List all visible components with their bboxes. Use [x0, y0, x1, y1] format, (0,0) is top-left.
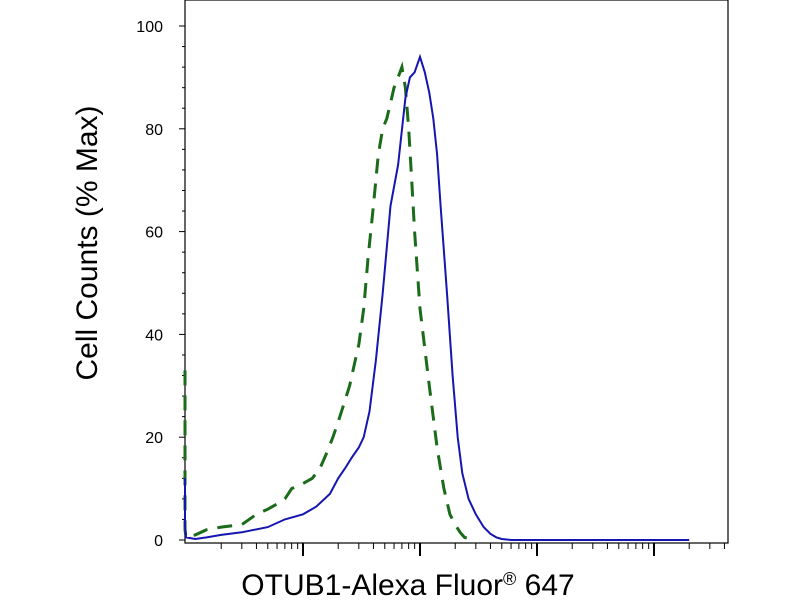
- y-axis-ticks: [179, 25, 185, 541]
- y-axis-tick-labels: 0 20 40 60 80 100: [136, 19, 163, 550]
- y-axis-title: Cell Counts (% Max): [71, 105, 104, 380]
- y-tick-label: 100: [136, 19, 163, 36]
- y-tick-label: 20: [145, 430, 163, 447]
- series-line-solid: [184, 53, 690, 541]
- y-tick-label: 0: [154, 533, 163, 550]
- x-axis-title: OTUB1-Alexa Fluor® 647: [241, 569, 574, 600]
- series-line-dashed: [183, 61, 477, 542]
- y-tick-label: 60: [145, 225, 163, 242]
- x-axis-title-tail: 647: [516, 569, 574, 600]
- x-axis-title-mark: ®: [503, 569, 516, 589]
- y-tick-label: 40: [145, 327, 163, 344]
- y-tick-label: 80: [145, 122, 163, 139]
- plot-frame: [184, 0, 729, 544]
- x-axis-title-main: OTUB1-Alexa Fluor: [241, 569, 503, 600]
- x-axis-ticks: [220, 543, 725, 556]
